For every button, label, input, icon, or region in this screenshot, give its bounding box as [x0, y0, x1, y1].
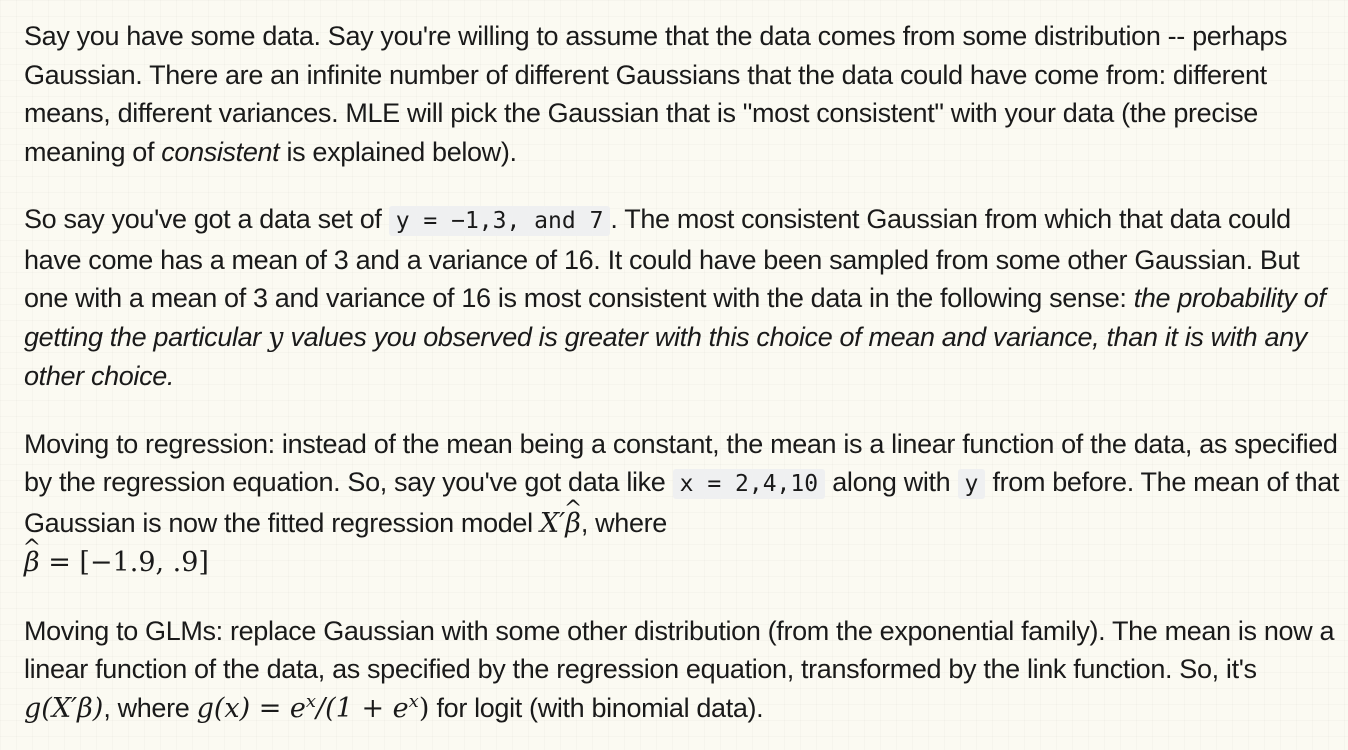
- p3-text-3: from before. The mean of that Gaussian i…: [24, 467, 1340, 538]
- p1-text-1: Say you have some data. Say you're willi…: [24, 21, 1288, 167]
- p4-text-2: , where: [103, 692, 197, 723]
- p4-text-1: Moving to GLMs: replace Gaussian with so…: [24, 615, 1335, 685]
- p2-text-1: So say you've got a data set of: [24, 204, 389, 234]
- p3-text-4: , where: [580, 507, 667, 538]
- math-logit-function: g(x) = ex/(1 + ex): [196, 690, 430, 724]
- p2-emphasis-1: the probability of getting the particula…: [24, 283, 1326, 352]
- code-y-values: y = −1,3, and 7: [388, 206, 611, 236]
- math-logit-sup-1: x: [305, 690, 317, 712]
- math-model-beta-hat: β: [565, 505, 581, 544]
- p3-text-1: Moving to regression: instead of the mea…: [24, 428, 1338, 498]
- math-link-model: g(X′β): [24, 692, 104, 724]
- math-model: X′β: [540, 508, 581, 539]
- math-logit-sup-2: x: [408, 690, 419, 712]
- p1-emphasis-consistent: consistent: [161, 136, 280, 167]
- code-x-values: x = 2,4,10: [672, 469, 826, 499]
- math-y: y: [268, 321, 284, 353]
- paragraph-dataset-example: So say you've got a data set of y = −1,3…: [24, 200, 1344, 396]
- p1-text-2: is explained below).: [279, 136, 517, 167]
- math-logit-end: ): [418, 692, 430, 724]
- p2-text-2: . The most consistent Gaussian from whic…: [24, 204, 1300, 313]
- code-y: y: [957, 469, 986, 499]
- paragraph-glm: Moving to GLMs: replace Gaussian with so…: [24, 612, 1344, 729]
- math-model-x: X′: [539, 507, 566, 539]
- p3-text-2: along with: [825, 467, 958, 497]
- math-beta-value: = [−1.9, .9]: [39, 547, 209, 578]
- p2-emphasis-2: values you observed is greater with this…: [24, 321, 1307, 392]
- math-logit-mid: /(1 + e: [316, 692, 409, 724]
- p4-text-3: for logit (with binomial data).: [429, 692, 764, 723]
- paragraph-regression: Moving to regression: instead of the mea…: [24, 425, 1344, 583]
- math-beta-hat: β: [24, 544, 40, 583]
- paragraph-mle-intro: Say you have some data. Say you're willi…: [24, 17, 1344, 171]
- answer-body: Say you have some data. Say you're willi…: [24, 17, 1344, 728]
- math-beta-estimate: β = [−1.9, .9]: [24, 547, 209, 578]
- math-logit-lhs: g(x) = e: [196, 692, 306, 724]
